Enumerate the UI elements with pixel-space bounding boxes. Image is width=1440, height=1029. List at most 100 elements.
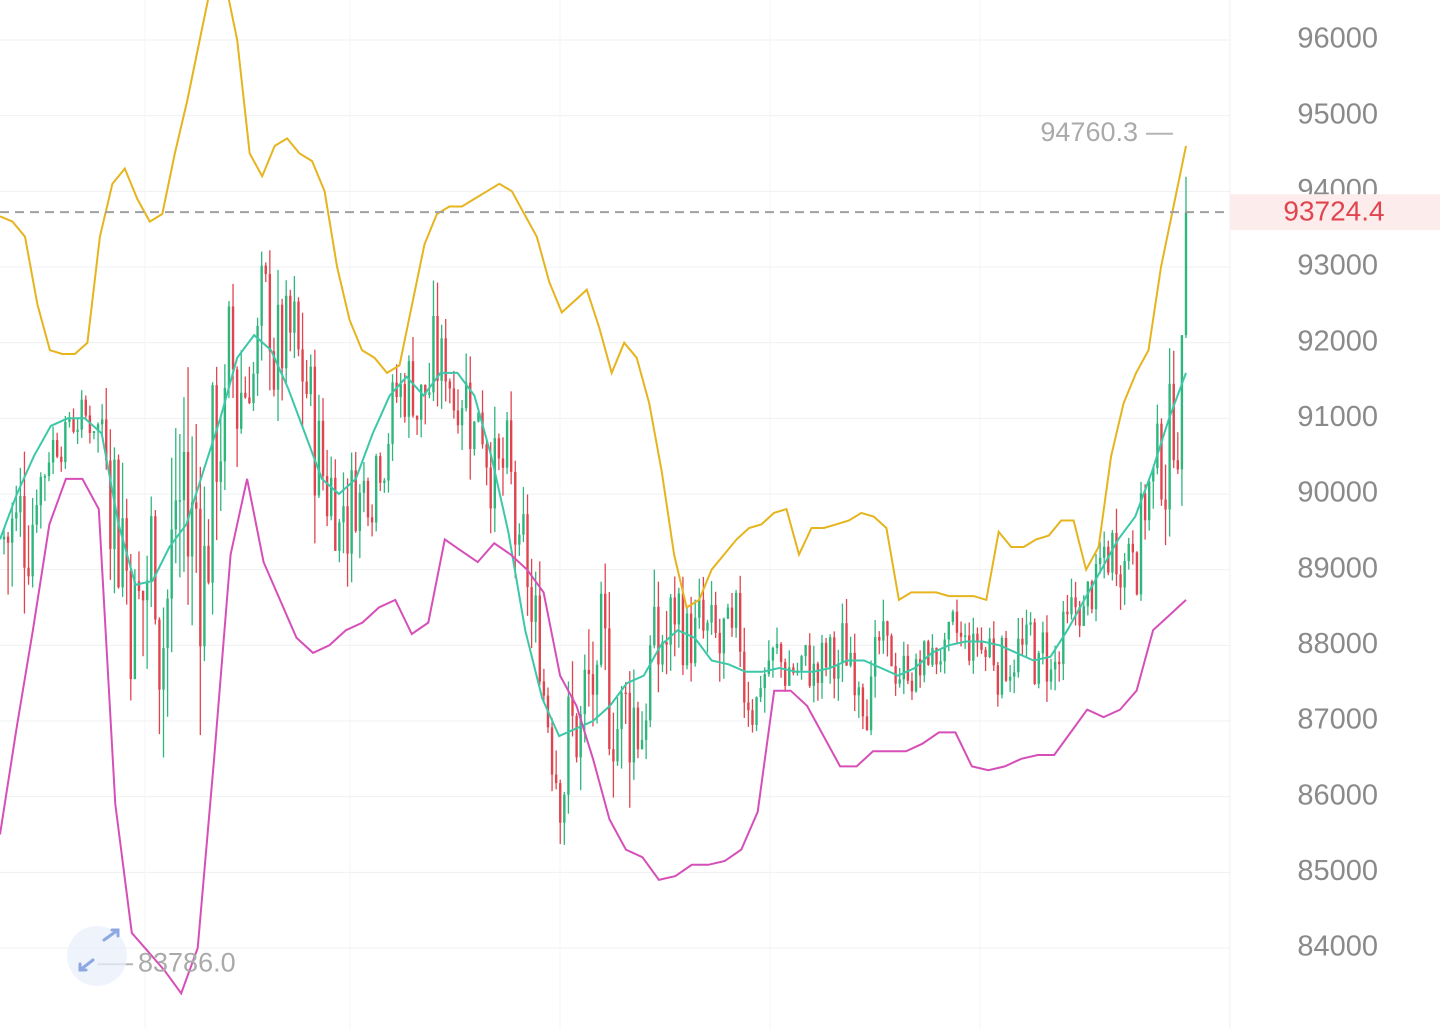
candle-body (669, 597, 672, 645)
candle-body (260, 265, 263, 326)
y-tick-label: 89000 (1297, 552, 1378, 584)
candle-body (1103, 546, 1106, 558)
candle-body (1123, 560, 1126, 588)
y-axis: 84000 85000 86000 87000 88000 89000 90000 91000… (1297, 23, 1378, 963)
candle-body (522, 514, 525, 535)
candle-body (1094, 564, 1098, 610)
high-marker: 94760.3 (1040, 117, 1173, 147)
candle-body (280, 304, 284, 369)
y-tick-label: 96000 (1297, 23, 1378, 55)
candle-body (550, 727, 554, 775)
candle-body (366, 480, 370, 518)
candle-body (338, 522, 341, 551)
candle-body (841, 623, 844, 664)
candle-body (272, 351, 276, 390)
candle-body (354, 470, 357, 531)
expand-arrows-icon (78, 928, 120, 972)
y-tick-label: 91000 (1297, 401, 1378, 433)
candle-body (918, 659, 922, 676)
candle-body (374, 456, 378, 523)
candle-body (1029, 622, 1032, 625)
candle-body (783, 662, 787, 686)
candle-body (1135, 552, 1139, 595)
candles (2, 176, 1188, 845)
candle-body (530, 587, 533, 622)
candle-body (121, 518, 124, 588)
candle-body (456, 410, 460, 426)
candle-body (76, 429, 79, 432)
candle-body (1172, 383, 1175, 461)
candle-body (407, 361, 411, 417)
candle-body (1049, 669, 1053, 682)
candle-body (1053, 661, 1057, 670)
candle-body (235, 369, 239, 429)
candle-body (554, 774, 558, 784)
candle-body (734, 592, 738, 628)
candle-body (415, 415, 419, 420)
candle-body (677, 593, 681, 625)
candle-body (890, 635, 893, 667)
candle-body (505, 420, 509, 468)
candle-body (759, 688, 762, 698)
candle-body (755, 697, 758, 725)
candle-body (771, 647, 775, 661)
candle-body (174, 500, 177, 530)
candle-body (379, 456, 382, 483)
candle-body (387, 443, 390, 481)
candle-body (587, 669, 591, 675)
candle-body (35, 505, 38, 525)
candle-body (125, 518, 128, 571)
candle-body (604, 593, 607, 629)
candle-body (898, 679, 901, 684)
candle-body (624, 692, 627, 694)
candle-body (865, 716, 869, 731)
candle-body (632, 707, 636, 763)
candle-body (358, 492, 362, 531)
y-tick-label: 84000 (1297, 931, 1378, 963)
candle-body (910, 680, 914, 692)
candle-body (109, 460, 112, 550)
candle-body (628, 692, 631, 763)
candle-body (424, 384, 427, 395)
fullscreen-button[interactable] (67, 926, 127, 986)
candle-body (137, 581, 141, 592)
candle-body (563, 794, 566, 823)
candle-body (1041, 632, 1045, 654)
candle-body (264, 265, 267, 275)
candle-body (567, 696, 570, 795)
candle-body (943, 639, 946, 662)
candle-body (342, 506, 345, 523)
candle-body (346, 506, 349, 554)
candle-body (518, 534, 521, 545)
candle-body (68, 417, 71, 422)
candle-body (992, 638, 995, 666)
candle-body (182, 451, 186, 501)
candle-body (640, 739, 644, 750)
candle-body (1033, 622, 1036, 684)
candle-body (31, 524, 34, 577)
candle-body (714, 604, 717, 633)
candle-body (399, 384, 402, 397)
candle-body (325, 475, 329, 517)
candle-body (808, 645, 811, 686)
candle-body (27, 567, 30, 577)
candle-body (845, 623, 848, 666)
candle-body (1147, 481, 1151, 521)
candle-body (775, 643, 779, 648)
candle-body (186, 451, 190, 557)
candle-body (1000, 638, 1004, 695)
candle-body (694, 617, 697, 664)
candle-body (923, 641, 926, 676)
candle-body (297, 301, 300, 350)
candle-body (145, 580, 149, 601)
middle-band-line (0, 333, 1187, 738)
candle-body (743, 651, 746, 703)
candle-body (747, 702, 750, 711)
candle-body (591, 674, 595, 695)
candle-body (1119, 574, 1122, 588)
candle-body (43, 476, 47, 478)
candle-body (473, 421, 476, 450)
candle-body (828, 637, 832, 668)
candle-body (902, 655, 905, 680)
